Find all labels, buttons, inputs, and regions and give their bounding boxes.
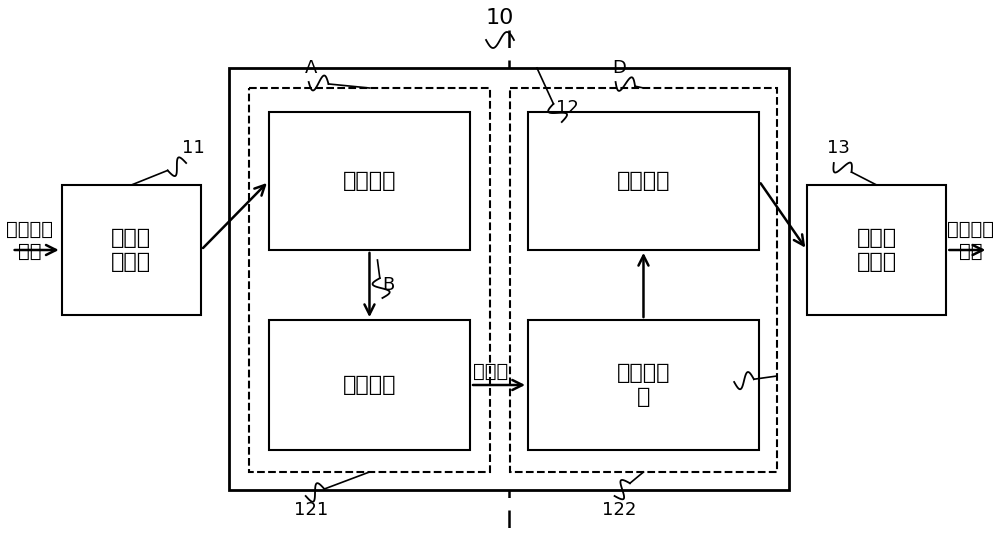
Text: A: A	[304, 59, 317, 77]
Text: 13: 13	[827, 139, 850, 157]
Text: 调制电路: 调制电路	[343, 171, 396, 191]
Text: 11: 11	[182, 139, 204, 157]
Text: B: B	[382, 276, 395, 294]
Text: 原始业务
数据: 原始业务 数据	[6, 220, 53, 260]
Bar	[510, 88, 777, 472]
Text: 10: 10	[486, 8, 514, 28]
Text: 121: 121	[294, 501, 328, 519]
Bar	[62, 185, 201, 315]
Text: 光信号: 光信号	[473, 362, 509, 381]
Bar	[229, 68, 789, 490]
Text: C: C	[733, 359, 745, 377]
Text: 内网处
理单元: 内网处 理单元	[111, 229, 151, 272]
Bar	[269, 320, 470, 450]
Text: 接收探测
器: 接收探测 器	[617, 363, 670, 406]
Text: 12: 12	[556, 99, 579, 117]
Bar	[269, 112, 470, 250]
Text: 122: 122	[602, 501, 637, 519]
Bar	[807, 185, 946, 315]
Bar	[528, 112, 759, 250]
Text: 发射光源: 发射光源	[343, 375, 396, 395]
Text: D: D	[613, 59, 627, 77]
Text: 原始业务
数据: 原始业务 数据	[947, 220, 994, 260]
Bar	[528, 320, 759, 450]
Text: 解调电路: 解调电路	[617, 171, 670, 191]
Bar	[249, 88, 490, 472]
Text: 外网处
理单元: 外网处 理单元	[857, 229, 897, 272]
